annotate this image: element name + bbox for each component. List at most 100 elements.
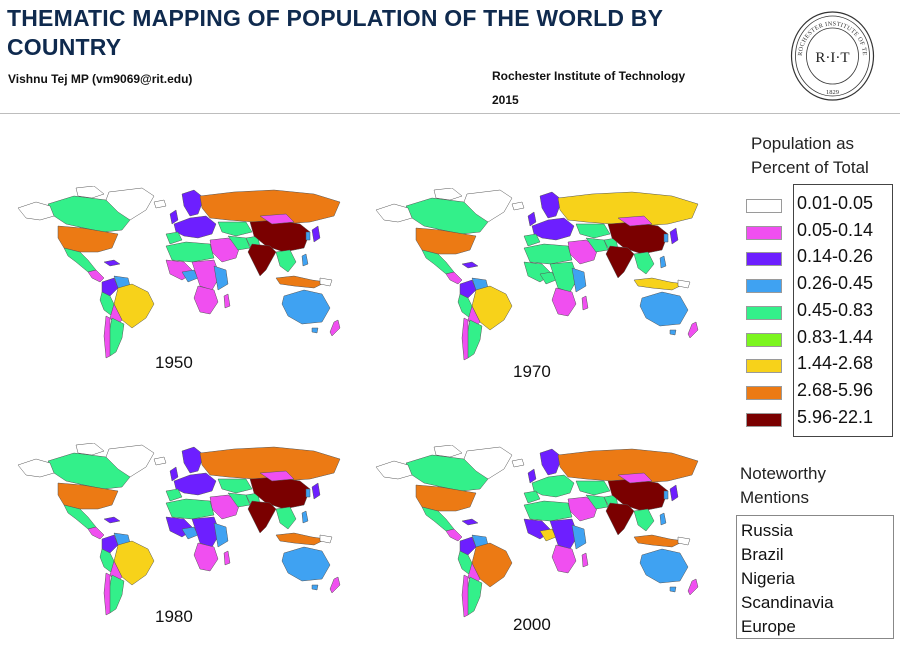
- legend-row: 0.05-0.14: [746, 219, 896, 245]
- legend-class-label: 0.05-0.14: [797, 219, 874, 240]
- indonesia-shape: [275, 275, 327, 289]
- philippines-shape: [659, 512, 667, 526]
- central-america-shape: [87, 269, 105, 283]
- new-zealand-shape: [329, 576, 341, 594]
- usa-shape: [415, 484, 477, 512]
- kazakhstan-shape: [217, 478, 253, 494]
- uk-shape: [169, 209, 179, 225]
- indonesia-shape: [633, 277, 685, 291]
- seal-center-text: R·I·T: [815, 50, 849, 66]
- rit-seal-logo: ROCHESTER INSTITUTE OF TECHNOLOGY R·I·T …: [790, 10, 875, 101]
- central-america-shape: [445, 271, 463, 285]
- notes-box: Russia Brazil Nigeria Scandinavia Europe: [736, 515, 894, 639]
- central-america-shape: [87, 526, 105, 540]
- iceland-shape: [153, 456, 167, 466]
- russia-shape: [199, 446, 341, 482]
- north-africa-shape: [165, 498, 215, 520]
- india-shape: [605, 502, 635, 536]
- australia-shape: [639, 548, 689, 584]
- map-year-label-1970: 1970: [513, 362, 551, 381]
- legend-class-label: 5.96-22.1: [797, 406, 874, 427]
- legend-row: 0.83-1.44: [746, 326, 896, 352]
- legend-swatch: [746, 332, 782, 347]
- legend-swatch: [746, 225, 782, 240]
- alaska-shape: [375, 460, 413, 480]
- southeast-asia-shape: [633, 251, 655, 275]
- east-africa-shape: [213, 522, 229, 548]
- australia-shape: [639, 291, 689, 327]
- russia-shape: [557, 448, 699, 484]
- argentina-shape: [107, 317, 125, 357]
- publication-year: 2015: [492, 93, 519, 107]
- legend-row: 0.14-0.26: [746, 245, 896, 271]
- korea-shape: [663, 490, 669, 500]
- legend-swatch: [746, 305, 782, 320]
- canada-islands-shape: [75, 186, 105, 199]
- canada-shape: [405, 197, 489, 235]
- papua-shape: [677, 536, 691, 546]
- kazakhstan-shape: [575, 223, 611, 239]
- legend-swatch: [746, 359, 782, 374]
- legend-class-label: 0.26-0.45: [797, 273, 874, 294]
- map-year-label-1950: 1950: [155, 353, 193, 372]
- madagascar-shape: [223, 293, 231, 309]
- canada-islands-shape: [433, 188, 463, 201]
- tasmania-shape: [311, 327, 319, 334]
- southeast-asia-shape: [633, 508, 655, 532]
- southern-africa-shape: [551, 544, 577, 574]
- southern-africa-shape: [193, 285, 219, 315]
- japan-shape: [311, 225, 321, 243]
- europe-shape: [173, 215, 217, 239]
- papua-shape: [319, 534, 333, 544]
- legend-class-label: 1.44-2.68: [797, 353, 874, 374]
- north-africa-shape: [523, 243, 573, 265]
- header-divider: [0, 113, 900, 114]
- legend-swatch: [746, 412, 782, 427]
- kazakhstan-shape: [217, 221, 253, 237]
- note-item-brazil: Brazil: [741, 545, 784, 564]
- colombia-shape: [101, 534, 119, 554]
- india-shape: [605, 245, 635, 279]
- southern-africa-shape: [193, 542, 219, 572]
- chile-shape: [461, 574, 469, 618]
- caribbean-shape: [103, 516, 121, 524]
- canada-shape: [47, 452, 131, 490]
- chile-shape: [103, 572, 111, 616]
- canada-islands-shape: [433, 445, 463, 458]
- europe-shape: [531, 474, 575, 498]
- note-item-russia: Russia: [741, 521, 793, 540]
- colombia-shape: [459, 279, 477, 299]
- east-africa-shape: [571, 267, 587, 293]
- tasmania-shape: [669, 586, 677, 593]
- alaska-shape: [375, 203, 413, 223]
- mongolia-shape: [617, 472, 653, 484]
- tasmania-shape: [669, 329, 677, 336]
- north-africa-shape: [165, 241, 215, 263]
- colombia-shape: [101, 277, 119, 297]
- scandinavia-shape: [539, 448, 563, 476]
- mongolia-shape: [259, 213, 295, 225]
- north-africa-shape: [523, 500, 573, 522]
- chile-shape: [461, 317, 469, 361]
- seal-founded-text: 1829: [826, 89, 839, 96]
- colombia-shape: [459, 536, 477, 556]
- southeast-asia-shape: [275, 249, 297, 273]
- canada-islands-shape: [75, 443, 105, 456]
- madagascar-shape: [581, 295, 589, 311]
- legend-class-label: 0.14-0.26: [797, 246, 874, 267]
- korea-shape: [663, 233, 669, 243]
- caribbean-shape: [461, 261, 479, 269]
- japan-shape: [669, 484, 679, 502]
- madagascar-shape: [581, 552, 589, 568]
- legend-row: 0.26-0.45: [746, 272, 896, 298]
- indonesia-shape: [633, 534, 685, 548]
- australia-shape: [281, 289, 331, 325]
- central-america-shape: [445, 528, 463, 542]
- usa-shape: [57, 225, 119, 253]
- legend-swatch: [746, 252, 782, 267]
- southeast-asia-shape: [275, 506, 297, 530]
- legend-row: 5.96-22.1: [746, 406, 896, 432]
- iberia-shape: [165, 488, 183, 502]
- new-zealand-shape: [687, 321, 699, 339]
- institution-name: Rochester Institute of Technology: [492, 69, 686, 83]
